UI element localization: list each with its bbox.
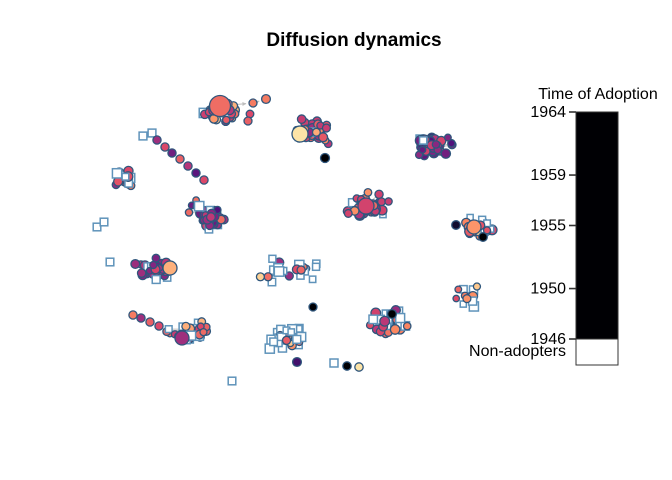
adopter-node: [263, 272, 273, 282]
adopter-node: [184, 208, 194, 217]
adopter-node: [472, 282, 482, 291]
non-adopter-node: [287, 328, 296, 336]
adopter-node: [311, 127, 321, 137]
legend-non-adopter-swatch: [575, 338, 619, 366]
legend-tick-label: 1964: [530, 104, 566, 121]
non-adopter-node: [292, 334, 302, 345]
adopter-node: [243, 116, 253, 126]
adopter-node: [199, 327, 208, 337]
adopter-node: [130, 258, 141, 270]
adopter-node: [482, 226, 492, 235]
adopter-node: [199, 175, 209, 185]
adopter-node: [342, 361, 352, 371]
adopter-node: [281, 335, 292, 346]
chart-title: Diffusion dynamics: [266, 30, 441, 51]
adopter-node: [379, 315, 391, 327]
adopter-node: [308, 302, 318, 312]
legend-colorbar: Time of Adoption Non-adopters 1964 1959 19…: [469, 86, 658, 366]
adopter-node: [255, 272, 266, 282]
adopter-node: [296, 265, 306, 275]
adopter-node: [128, 310, 138, 320]
non-adopter-node: [311, 262, 321, 272]
non-adopter-node: [329, 358, 339, 368]
non-adopter-node: [99, 217, 109, 227]
legend-tick-label: 1959: [530, 167, 566, 184]
non-adopter-node: [273, 266, 285, 277]
non-adopter-node: [92, 222, 102, 232]
adopter-node: [443, 133, 452, 142]
adopter-node: [317, 132, 329, 143]
non-adopter-node: [269, 337, 279, 347]
adopter-node: [357, 197, 375, 215]
adopter-node: [363, 188, 373, 197]
adopter-node: [418, 145, 427, 154]
adopter-node: [431, 140, 441, 149]
non-adopter-node: [394, 312, 406, 324]
non-adopter-node: [193, 200, 205, 212]
adopter-node: [386, 308, 398, 320]
adopter-node: [248, 98, 258, 108]
legend-tick-label: 1955: [530, 218, 566, 235]
adopter-node: [149, 260, 158, 270]
legend-tick-label: 1950: [530, 281, 566, 298]
adopter-node: [296, 114, 307, 125]
adopter-node: [466, 219, 482, 235]
adopter-node: [260, 93, 272, 105]
non-adopter-node: [227, 376, 237, 386]
adopter-node: [447, 138, 456, 148]
adopter-node: [175, 154, 185, 164]
adopter-node: [440, 148, 452, 159]
adopter-node: [167, 148, 177, 158]
adopter-node: [221, 115, 231, 125]
adopter-node: [319, 152, 331, 164]
non-adopter-node: [418, 136, 428, 145]
nodes-layer: [92, 93, 498, 386]
adopter-node: [136, 313, 146, 323]
adopter-node: [402, 321, 412, 331]
adopter-node: [174, 330, 190, 346]
adopter-node: [451, 220, 461, 230]
adopter-node: [454, 285, 463, 294]
adopter-node: [136, 268, 147, 278]
legend-tick-label: 1946: [530, 331, 566, 348]
adopter-node: [183, 161, 193, 171]
network-layer: [92, 93, 498, 386]
non-adopter-node: [138, 131, 148, 141]
non-adopter-node: [368, 314, 379, 325]
adopter-node: [354, 362, 364, 372]
adopter-node: [160, 142, 170, 152]
adopter-node: [205, 212, 216, 223]
legend-title: Time of Adoption: [538, 86, 657, 103]
adopter-node: [145, 317, 155, 327]
adopter-node: [181, 321, 191, 332]
adopter-node: [343, 208, 353, 218]
non-adopter-node: [111, 167, 123, 179]
adopter-node: [478, 232, 488, 242]
adopter-node: [377, 197, 387, 207]
non-adopter-node: [151, 274, 161, 285]
non-adopter-node: [147, 128, 157, 138]
adopter-node: [154, 321, 164, 331]
legend-gradient-bar: [575, 111, 619, 340]
adopter-node: [452, 294, 461, 303]
adopter-node: [389, 324, 401, 335]
adopter-node: [291, 356, 303, 368]
non-adopter-node: [268, 254, 277, 263]
adopter-node: [162, 260, 178, 276]
non-adopter-node: [105, 257, 115, 267]
adopter-node: [384, 197, 393, 206]
adopter-node: [291, 125, 309, 143]
non-adopter-node: [308, 275, 317, 284]
adopter-node: [462, 294, 472, 304]
adopter-node: [152, 135, 162, 145]
non-adopter-node: [121, 172, 130, 181]
adopter-node: [208, 94, 232, 118]
adopter-node: [151, 253, 161, 263]
legend-non-adopters-label: Non-adopters: [469, 343, 566, 360]
adopter-node: [321, 123, 332, 133]
non-adopter-node: [164, 325, 173, 334]
adopter-node: [191, 168, 201, 178]
